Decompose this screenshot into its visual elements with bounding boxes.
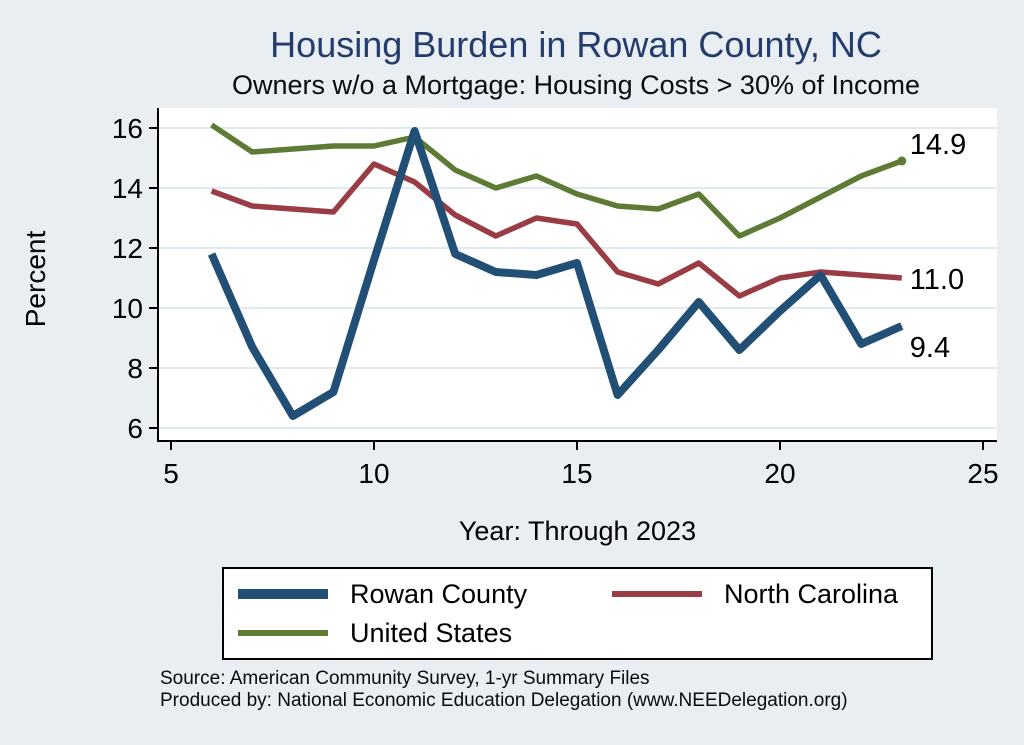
produced-by-note: Produced by: National Economic Education…	[160, 690, 848, 711]
legend-label: North Carolina	[724, 578, 899, 609]
y-tick-label: 10	[112, 293, 143, 324]
y-tick-label: 8	[127, 353, 143, 384]
legend: Rowan County North Carolina United State…	[222, 567, 933, 660]
series-line-united-states	[210, 122, 903, 239]
y-tick-label: 6	[127, 413, 143, 444]
y-axis-title: Percent	[20, 231, 51, 328]
x-tick-label: 15	[561, 458, 592, 489]
legend-label: United States	[350, 617, 513, 648]
rowan-county-line-swatch	[238, 589, 328, 599]
y-tick-label: 12	[112, 233, 143, 264]
legend-item-united-states: United States	[238, 618, 612, 649]
series-line-rowan-county	[207, 127, 904, 420]
x-tick-label: 10	[358, 458, 389, 489]
x-tick-label: 20	[764, 458, 795, 489]
united-states-line-swatch	[238, 630, 328, 636]
source-note: Source: American Community Survey, 1-yr …	[160, 668, 650, 689]
series-end-value-label: 11.0	[910, 264, 964, 296]
y-tick-label: 16	[112, 113, 143, 144]
series-end-value-label: 9.4	[910, 332, 950, 364]
legend-item-rowan-county: Rowan County	[238, 579, 612, 610]
x-axis-title: Year: Through 2023	[459, 516, 696, 546]
legend-label: Rowan County	[350, 578, 528, 609]
chart-subtitle: Owners w/o a Mortgage: Housing Costs > 3…	[231, 70, 921, 100]
north-carolina-line-swatch	[612, 591, 702, 597]
chart-title: Housing Burden in Rowan County, NC	[270, 24, 882, 65]
series-end-value-label: 14.9	[910, 129, 966, 161]
y-tick-label: 14	[112, 173, 143, 204]
legend-item-north-carolina: North Carolina	[612, 579, 931, 610]
series-line-north-carolina	[210, 161, 903, 299]
series-end-dot	[897, 156, 907, 166]
x-tick-label: 5	[163, 458, 179, 489]
x-tick-label: 25	[967, 458, 998, 489]
